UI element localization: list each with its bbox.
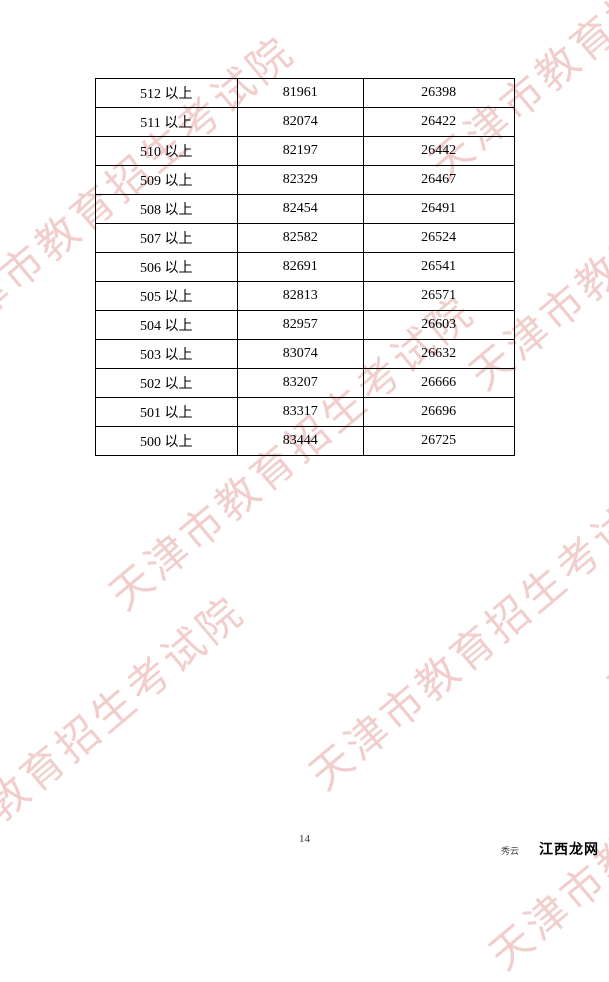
table-row: 509 以上8232926467 <box>95 166 514 195</box>
table-row: 512 以上8196126398 <box>95 79 514 108</box>
value-cell: 82329 <box>237 166 363 195</box>
value-cell: 26467 <box>363 166 514 195</box>
value-cell: 83207 <box>237 369 363 398</box>
value-cell: 26632 <box>363 340 514 369</box>
table-row: 504 以上8295726603 <box>95 311 514 340</box>
value-cell: 82957 <box>237 311 363 340</box>
value-cell: 26666 <box>363 369 514 398</box>
footer-brand: 江西龙网 <box>539 839 599 859</box>
score-table-container: 512 以上8196126398511 以上8207426422510 以上82… <box>95 78 515 456</box>
score-cell: 501 以上 <box>95 398 237 427</box>
value-cell: 26442 <box>363 137 514 166</box>
value-cell: 82074 <box>237 108 363 137</box>
value-cell: 83444 <box>237 427 363 456</box>
value-cell: 83317 <box>237 398 363 427</box>
table-row: 506 以上8269126541 <box>95 253 514 282</box>
table-row: 510 以上8219726442 <box>95 137 514 166</box>
value-cell: 26725 <box>363 427 514 456</box>
value-cell: 83074 <box>237 340 363 369</box>
watermark: 天津市教育招生考试院 <box>474 639 609 981</box>
footer-subtext: 秀云 <box>501 844 519 857</box>
value-cell: 26524 <box>363 224 514 253</box>
table-row: 503 以上8307426632 <box>95 340 514 369</box>
score-table: 512 以上8196126398511 以上8207426422510 以上82… <box>95 78 515 456</box>
value-cell: 82691 <box>237 253 363 282</box>
value-cell: 26422 <box>363 108 514 137</box>
table-row: 508 以上8245426491 <box>95 195 514 224</box>
value-cell: 82813 <box>237 282 363 311</box>
table-row: 502 以上8320726666 <box>95 369 514 398</box>
value-cell: 26696 <box>363 398 514 427</box>
value-cell: 82454 <box>237 195 363 224</box>
watermark: 天津市教育招生考试院 <box>593 385 609 712</box>
score-cell: 512 以上 <box>95 79 237 108</box>
watermark: 天津市教育招生考试院 <box>0 579 256 921</box>
score-cell: 503 以上 <box>95 340 237 369</box>
score-cell: 508 以上 <box>95 195 237 224</box>
watermark: 天津市教育招生考试院 <box>294 459 609 801</box>
value-cell: 26491 <box>363 195 514 224</box>
value-cell: 26541 <box>363 253 514 282</box>
table-row: 505 以上8281326571 <box>95 282 514 311</box>
value-cell: 26603 <box>363 311 514 340</box>
score-cell: 506 以上 <box>95 253 237 282</box>
score-cell: 510 以上 <box>95 137 237 166</box>
score-cell: 509 以上 <box>95 166 237 195</box>
score-cell: 505 以上 <box>95 282 237 311</box>
value-cell: 26571 <box>363 282 514 311</box>
value-cell: 82582 <box>237 224 363 253</box>
score-cell: 500 以上 <box>95 427 237 456</box>
document-page: 天津市教育招生考试院 天津市教育招生考试院 天津市教育招生考试院 天津市教育招生… <box>0 0 609 865</box>
score-cell: 507 以上 <box>95 224 237 253</box>
table-row: 511 以上8207426422 <box>95 108 514 137</box>
score-cell: 504 以上 <box>95 311 237 340</box>
value-cell: 26398 <box>363 79 514 108</box>
score-cell: 511 以上 <box>95 108 237 137</box>
table-row: 501 以上8331726696 <box>95 398 514 427</box>
table-row: 500 以上8344426725 <box>95 427 514 456</box>
value-cell: 82197 <box>237 137 363 166</box>
score-cell: 502 以上 <box>95 369 237 398</box>
table-row: 507 以上8258226524 <box>95 224 514 253</box>
value-cell: 81961 <box>237 79 363 108</box>
